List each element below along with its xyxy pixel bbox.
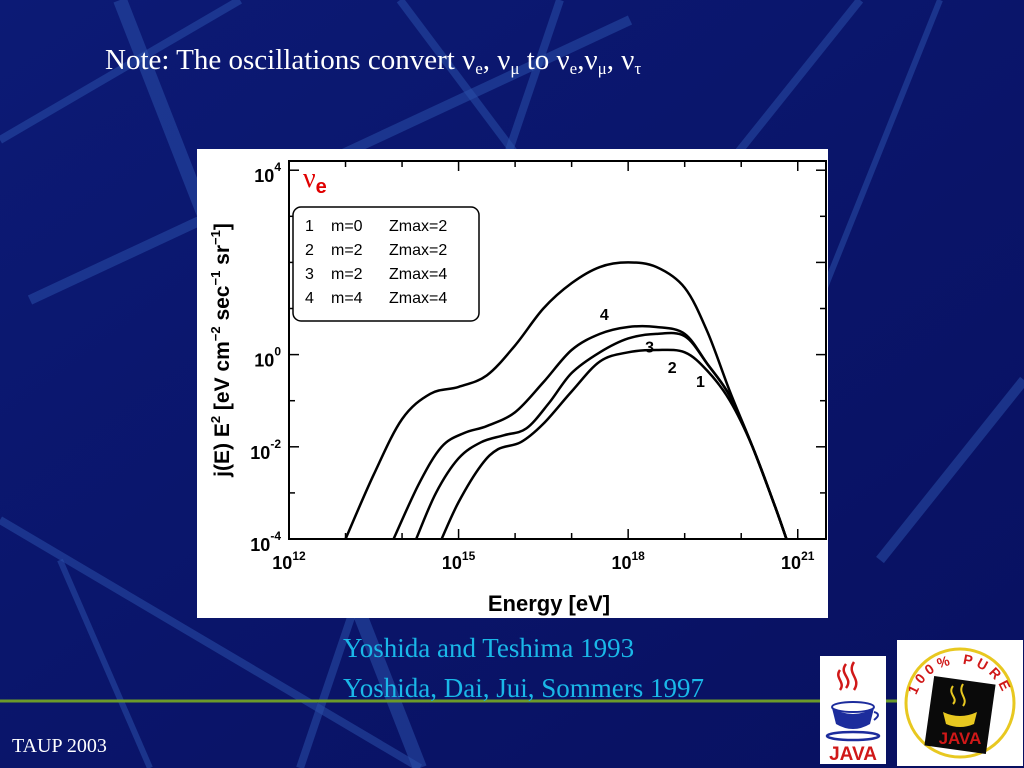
references: Yoshida and Teshima 1993 Yoshida, Dai, J… [343,628,704,708]
note-segment-2: to ν [519,44,570,76]
y-tick-label: 100 [254,345,281,371]
legend-m: m=0 [331,218,363,235]
legend-zmax: Zmax=2 [389,242,447,259]
legend-box [292,206,480,322]
legend-m: m=2 [331,266,363,283]
legend-m: m=4 [331,290,363,307]
note-segment-0: ν [462,44,476,76]
note-text: Note: The oscillations convert νe, νμ to… [105,44,641,77]
flavor-label: νe [303,163,327,198]
legend-id: 4 [305,290,314,307]
java-logo: JAVA [820,656,886,764]
series-label-3: 3 [645,339,654,356]
legend-id: 3 [305,266,314,283]
legend-id: 1 [305,218,314,235]
note-subscript-1: μ [510,59,520,78]
x-axis-label: Energy [eV] [488,591,610,616]
series-line-1 [440,348,788,540]
svg-text:JAVA: JAVA [939,729,982,748]
x-tick-label: 1021 [781,549,815,573]
note-subscript-0: e [475,59,483,78]
java-logo-text: JAVA [829,744,877,764]
series-line-4 [344,261,788,540]
note-neutrino-list: νe, νμ to νe,νμ, ντ [462,44,642,78]
series-label-4: 4 [600,307,609,324]
note-subscript-4: τ [634,59,642,78]
note-segment-1: , ν [482,44,511,76]
series-label-2: 2 [668,360,677,377]
reference-1: Yoshida and Teshima 1993 [343,633,635,663]
series-line-2 [415,331,788,540]
legend-m: m=2 [331,242,363,259]
reference-2: Yoshida, Dai, Jui, Sommers 1997 [343,673,705,703]
note-segment-3: ,ν [577,44,598,76]
x-tick-label: 1012 [272,549,306,573]
note-segment-4: , ν [606,44,635,76]
pure-java-badge: 100% PURE JAVA [897,640,1023,766]
plot-frame [288,160,827,540]
series-label-1: 1 [696,374,705,391]
x-tick-label: 1015 [442,549,476,573]
y-axis-label: j(E) E2​ [eV cm−2​ sec−1​ sr−1​] [208,223,234,478]
legend-zmax: Zmax=2 [389,218,447,235]
x-tick-label: 1018 [611,549,645,573]
note-subscript-3: μ [597,59,607,78]
footer-text: TAUP 2003 [12,735,107,757]
y-tick-label: 10-4 [250,529,281,555]
legend-zmax: Zmax=4 [389,290,447,307]
y-tick-label: 104 [254,160,281,186]
y-tick-label: 10-2 [250,437,281,463]
chart: 1012 1015 1018 1021 104 100 10-2 10-4 Energy [eV… [208,160,827,616]
note-subscript-2: e [569,59,578,78]
legend-zmax: Zmax=4 [389,266,447,283]
legend-id: 2 [305,242,314,259]
chart-panel: 1012 1015 1018 1021 104 100 10-2 10-4 Energy [eV… [197,149,828,618]
note-prefix: Note: The oscillations convert [105,44,463,76]
